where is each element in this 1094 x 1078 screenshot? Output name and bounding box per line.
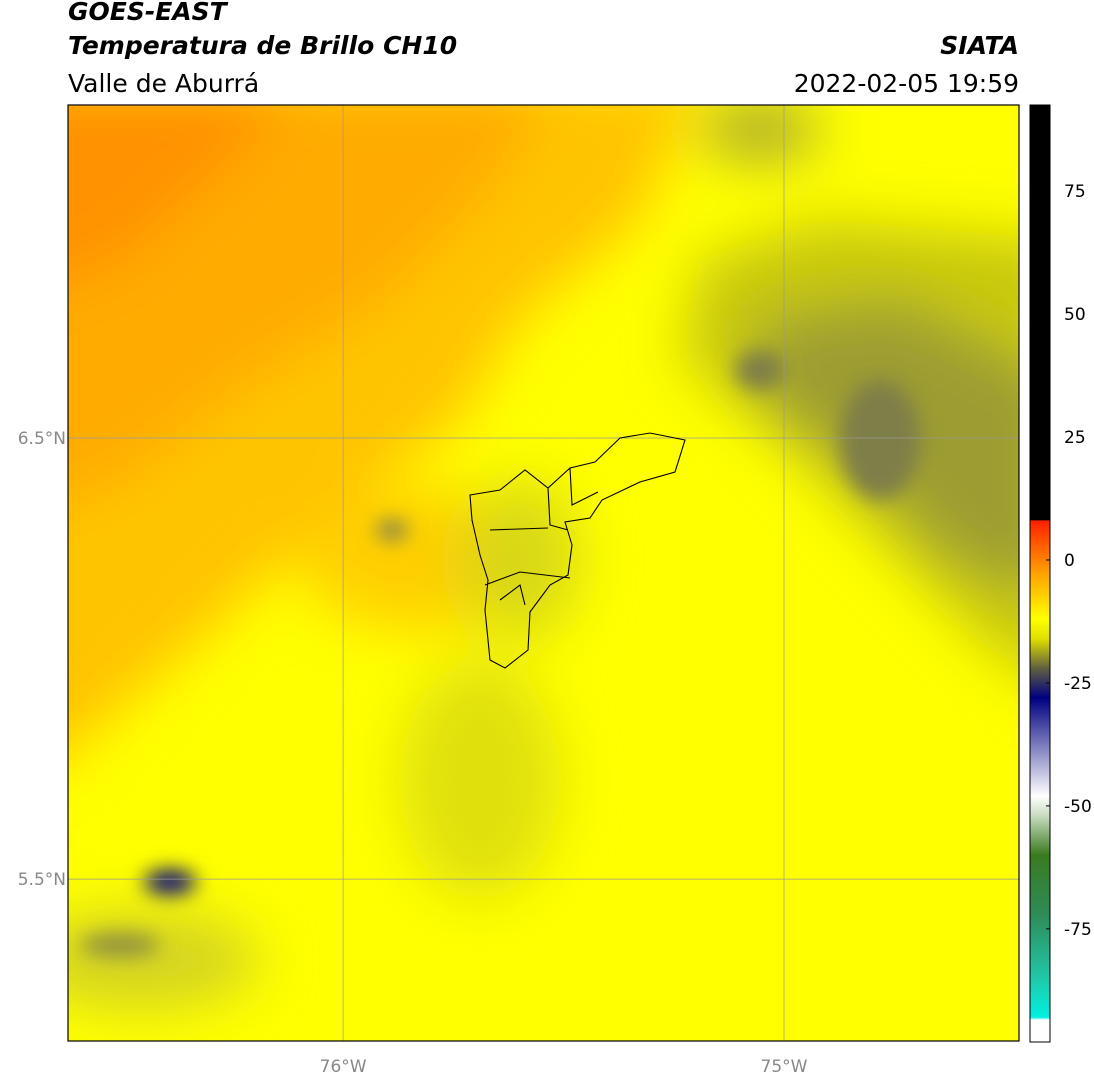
colorbar-tick-label: 25 — [1064, 428, 1086, 448]
lon-tick-label: 75°W — [761, 1057, 808, 1077]
datetime: 2022-02-05 19:59 — [794, 69, 1019, 98]
colorbar-tick-label: -25 — [1064, 674, 1092, 694]
colorbar-tick-label: 75 — [1064, 182, 1086, 202]
colorbar-tick-label: 50 — [1064, 305, 1086, 325]
colorbar-tick-label: 0 — [1064, 551, 1075, 571]
colorbar-tick-label: -75 — [1064, 920, 1092, 940]
title: GOES-EAST — [68, 0, 229, 26]
colorbar-tick-label: -50 — [1064, 797, 1092, 817]
source: SIATA — [940, 31, 1019, 60]
lon-tick-label: 76°W — [320, 1057, 367, 1077]
colorbar — [1029, 104, 1051, 1043]
region: Valle de Aburrá — [68, 69, 259, 98]
subtitle: Temperatura de Brillo CH10 — [68, 31, 457, 60]
brightness-field — [68, 105, 1019, 1041]
lat-tick-label: 5.5°N — [18, 870, 66, 890]
lat-tick-label: 6.5°N — [18, 429, 66, 449]
